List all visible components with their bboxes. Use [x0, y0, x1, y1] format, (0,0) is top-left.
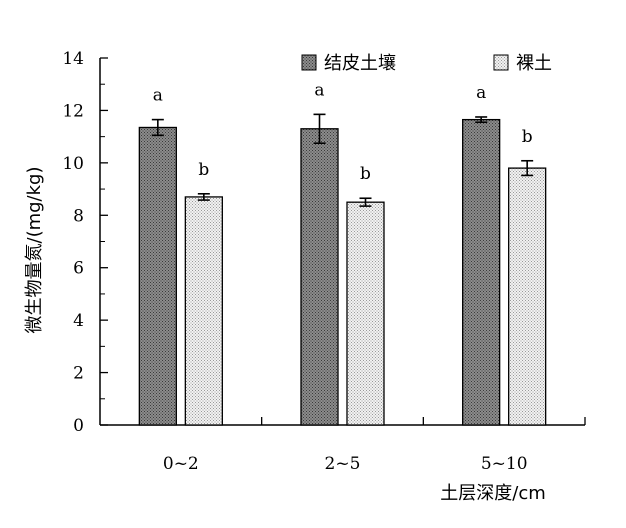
y-tick-label: 8: [73, 206, 84, 226]
x-tick-label: 5~10: [481, 454, 528, 474]
y-tick-label: 6: [73, 259, 84, 279]
bar-series-2-3: [508, 167, 547, 426]
y-tick-label: 4: [73, 311, 84, 331]
y-tick-label: 10: [62, 154, 84, 174]
y-tick-label: 0: [73, 416, 84, 436]
y-tick-label: 14: [62, 49, 84, 69]
legend: 结皮土壤 裸土: [301, 53, 552, 74]
y-ticks: 0 2 4 6 8 10 12 14: [62, 49, 108, 436]
legend-swatch-series-1: [301, 54, 317, 71]
x-tick-label: 0~2: [163, 454, 199, 474]
bar-series-1-1: [138, 126, 177, 426]
significance-letter: b: [522, 127, 533, 147]
bars: [138, 118, 547, 426]
significance-letter: a: [314, 80, 324, 100]
y-axis-title: 微生物量氮/(mg/kg): [24, 167, 45, 334]
error-bars: [151, 113, 534, 207]
legend-label-series-2: 裸土: [516, 53, 552, 74]
significance-letter: b: [198, 160, 209, 180]
significance-letter: b: [360, 164, 371, 184]
x-ticks: 0~2 2~5 5~10: [163, 417, 586, 474]
significance-letter: a: [476, 83, 486, 103]
significance-labels: a a a b b b: [153, 80, 533, 184]
x-tick-label: 2~5: [325, 454, 361, 474]
bar-series-2-2: [346, 201, 385, 426]
bar-series-2-1: [184, 196, 223, 426]
bar-series-1-3: [462, 118, 501, 426]
legend-swatch-series-2: [493, 54, 509, 71]
x-axis-title: 土层深度/cm: [440, 483, 546, 504]
bar-series-1-2: [300, 128, 339, 426]
y-tick-label: 2: [73, 364, 84, 384]
y-tick-label: 12: [62, 101, 84, 121]
significance-letter: a: [153, 86, 163, 106]
legend-label-series-1: 结皮土壤: [324, 53, 396, 74]
